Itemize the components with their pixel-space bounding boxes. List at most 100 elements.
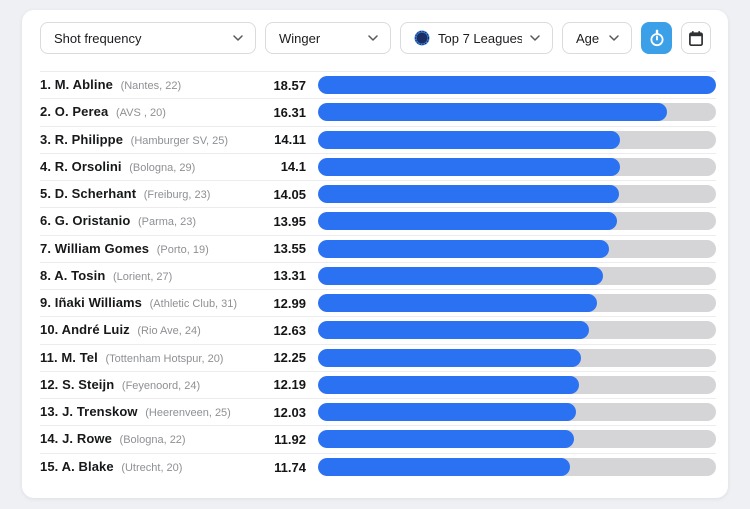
bar-track bbox=[318, 76, 716, 95]
bar-track bbox=[318, 185, 716, 204]
player-label: 12. S. Steijn (Feyenoord, 24) bbox=[40, 378, 250, 392]
player-name: 11. M. Tel bbox=[40, 350, 98, 365]
player-value: 12.25 bbox=[273, 350, 306, 366]
table-row[interactable]: 13. J. Trenskow (Heerenveen, 25) 12.03 bbox=[40, 399, 716, 427]
player-value: 12.03 bbox=[273, 404, 306, 420]
bar-track bbox=[318, 403, 716, 422]
table-row[interactable]: 6. G. Oristanio (Parma, 23) 13.95 bbox=[40, 208, 716, 236]
bar-fill bbox=[318, 212, 617, 231]
table-row[interactable]: 10. André Luiz (Rio Ave, 24) 12.63 bbox=[40, 317, 716, 345]
bar-track bbox=[318, 239, 716, 258]
chevron-down-icon bbox=[609, 35, 619, 41]
bar-fill bbox=[318, 266, 604, 285]
player-label: 2. O. Perea (AVS , 20) bbox=[40, 105, 250, 119]
position-dropdown[interactable]: Winger bbox=[265, 22, 391, 54]
player-label: 4. R. Orsolini (Bologna, 29) bbox=[40, 160, 250, 174]
player-value: 13.31 bbox=[273, 268, 306, 284]
player-name: 1. M. Abline bbox=[40, 78, 113, 93]
table-row[interactable]: 3. R. Philippe (Hamburger SV, 25) 14.11 bbox=[40, 127, 716, 154]
chevron-down-icon bbox=[233, 35, 243, 41]
bar-track bbox=[318, 266, 716, 285]
player-meta: (Bologna, 22) bbox=[119, 434, 186, 447]
player-meta: (AVS , 20) bbox=[115, 107, 166, 120]
player-value: 16.31 bbox=[273, 104, 306, 120]
player-name: 14. J. Rowe bbox=[40, 432, 112, 447]
bar-fill bbox=[318, 239, 609, 258]
bar-fill bbox=[318, 348, 581, 367]
player-value: 13.95 bbox=[273, 213, 306, 229]
player-name: 10. André Luiz bbox=[40, 323, 130, 338]
bar-fill bbox=[318, 430, 574, 449]
player-name: 12. S. Steijn bbox=[40, 377, 115, 392]
table-row[interactable]: 1. M. Abline (Nantes, 22) 18.57 bbox=[40, 72, 716, 100]
chevron-down-icon bbox=[368, 35, 378, 41]
player-label: 5. D. Scherhant (Freiburg, 23) bbox=[40, 187, 250, 201]
age-dropdown[interactable]: Age bbox=[562, 22, 632, 54]
player-list: 1. M. Abline (Nantes, 22) 18.57 2. O. Pe… bbox=[40, 71, 716, 481]
player-name: 15. A. Blake bbox=[40, 460, 114, 475]
stat-dropdown-value: Shot frequency bbox=[54, 30, 142, 46]
table-row[interactable]: 9. Iñaki Williams (Athletic Club, 31) 12… bbox=[40, 290, 716, 318]
player-meta: (Freiburg, 23) bbox=[143, 189, 211, 202]
player-label: 13. J. Trenskow (Heerenveen, 25) bbox=[40, 405, 250, 419]
bar-track bbox=[318, 430, 716, 449]
player-meta: (Lorient, 27) bbox=[113, 270, 173, 283]
player-label: 8. A. Tosin (Lorient, 27) bbox=[40, 269, 250, 283]
bar-fill bbox=[318, 103, 668, 122]
player-label: 9. Iñaki Williams (Athletic Club, 31) bbox=[40, 296, 250, 310]
player-label: 3. R. Philippe (Hamburger SV, 25) bbox=[40, 133, 250, 147]
table-row[interactable]: 4. R. Orsolini (Bologna, 29) 14.1 bbox=[40, 154, 716, 181]
player-name: 13. J. Trenskow bbox=[40, 405, 138, 420]
player-label: 10. André Luiz (Rio Ave, 24) bbox=[40, 323, 250, 337]
bar-fill bbox=[318, 403, 576, 422]
bar-track bbox=[318, 458, 716, 477]
table-row[interactable]: 14. J. Rowe (Bologna, 22) 11.92 bbox=[40, 426, 716, 454]
player-label: 6. G. Oristanio (Parma, 23) bbox=[40, 214, 250, 228]
stat-dropdown[interactable]: Shot frequency bbox=[40, 22, 256, 54]
league-dropdown[interactable]: Top 7 Leagues bbox=[400, 22, 553, 54]
bar-track bbox=[318, 212, 716, 231]
table-row[interactable]: 12. S. Steijn (Feyenoord, 24) 12.19 bbox=[40, 372, 716, 399]
bar-track bbox=[318, 321, 716, 340]
player-value: 18.57 bbox=[273, 77, 306, 93]
chevron-down-icon bbox=[530, 35, 540, 41]
calendar-button[interactable] bbox=[681, 22, 711, 54]
bar-fill bbox=[318, 157, 621, 176]
table-row[interactable]: 2. O. Perea (AVS , 20) 16.31 bbox=[40, 99, 716, 127]
player-meta: (Heerenveen, 25) bbox=[145, 407, 231, 420]
player-meta: (Utrecht, 20) bbox=[121, 462, 183, 475]
timer-toggle-button[interactable] bbox=[641, 22, 672, 54]
player-label: 11. M. Tel (Tottenham Hotspur, 20) bbox=[40, 351, 250, 365]
bar-fill bbox=[318, 130, 621, 149]
calendar-icon bbox=[688, 30, 704, 47]
player-label: 1. M. Abline (Nantes, 22) bbox=[40, 78, 250, 92]
table-row[interactable]: 7. William Gomes (Porto, 19) 13.55 bbox=[40, 236, 716, 263]
player-value: 14.11 bbox=[274, 132, 306, 148]
player-label: 7. William Gomes (Porto, 19) bbox=[40, 242, 250, 256]
bar-track bbox=[318, 294, 716, 313]
player-value: 13.55 bbox=[273, 241, 306, 257]
table-row[interactable]: 15. A. Blake (Utrecht, 20) 11.74 bbox=[40, 454, 716, 481]
player-meta: (Feyenoord, 24) bbox=[121, 379, 201, 392]
league-dropdown-value: Top 7 Leagues bbox=[438, 30, 522, 46]
table-row[interactable]: 5. D. Scherhant (Freiburg, 23) 14.05 bbox=[40, 181, 716, 209]
filter-toolbar: Shot frequency Winger Top 7 Leagues bbox=[22, 10, 728, 54]
age-dropdown-value: Age bbox=[576, 30, 600, 46]
player-value: 14.05 bbox=[273, 186, 306, 202]
player-name: 6. G. Oristanio bbox=[40, 214, 131, 229]
bar-fill bbox=[318, 375, 580, 394]
player-value: 14.1 bbox=[280, 159, 306, 175]
player-meta: (Rio Ave, 24) bbox=[137, 325, 201, 338]
player-value: 12.63 bbox=[273, 322, 306, 338]
bar-fill bbox=[318, 185, 620, 204]
bar-fill bbox=[318, 321, 589, 340]
table-row[interactable]: 8. A. Tosin (Lorient, 27) 13.31 bbox=[40, 263, 716, 290]
player-meta: (Hamburger SV, 25) bbox=[130, 134, 229, 147]
player-meta: (Tottenham Hotspur, 20) bbox=[105, 352, 224, 365]
bar-track bbox=[318, 157, 716, 176]
player-label: 14. J. Rowe (Bologna, 22) bbox=[40, 432, 250, 446]
league-badge-icon bbox=[414, 30, 430, 46]
player-name: 2. O. Perea bbox=[40, 105, 109, 120]
table-row[interactable]: 11. M. Tel (Tottenham Hotspur, 20) 12.25 bbox=[40, 345, 716, 372]
player-label: 15. A. Blake (Utrecht, 20) bbox=[40, 460, 250, 474]
